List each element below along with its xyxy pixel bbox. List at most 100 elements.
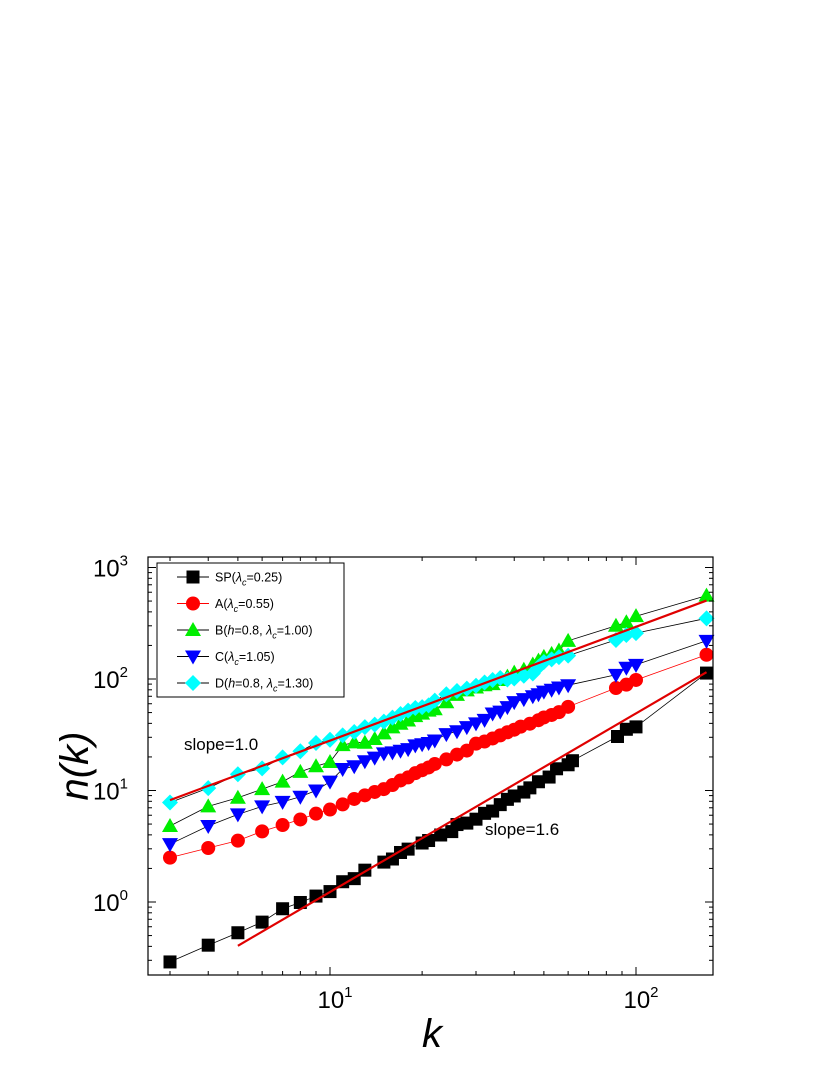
data-point-3-38 (628, 658, 644, 673)
data-point-1-39 (699, 647, 714, 662)
legend-marker-0 (186, 570, 200, 584)
data-point-3-5 (292, 790, 309, 805)
data-point-0-8 (336, 875, 350, 889)
fit-line-1 (237, 671, 708, 947)
data-point-2-11 (366, 730, 383, 745)
data-point-3-29 (515, 693, 532, 708)
data-point-3-39 (698, 634, 715, 649)
data-point-2-38 (628, 608, 644, 623)
series-3 (161, 634, 715, 853)
plot-area-frame (147, 556, 714, 976)
data-point-3-36 (607, 668, 624, 683)
data-point-3-37 (618, 661, 635, 676)
legend-label-4: D(h=0.8, λc=1.30) (215, 677, 313, 694)
series-1 (162, 647, 714, 865)
data-point-2-5 (292, 763, 309, 778)
legend-marker-4 (185, 675, 201, 691)
y-tick-label-1: 101 (93, 776, 128, 806)
legend: SP(λc=0.25) A(λc=0.55) B(h=0.8, λc=1.00) C(… (156, 562, 345, 698)
data-point-2-0 (161, 818, 178, 833)
data-point-3-7 (322, 775, 338, 790)
data-point-1-4 (275, 818, 290, 833)
legend-label-1: A(λc=0.55) (215, 597, 274, 614)
slope-annotation-1: slope=1.0 (184, 735, 258, 754)
data-point-2-6 (307, 758, 324, 773)
data-point-0-0 (163, 955, 177, 969)
legend-label-3: C(λc=1.05) (215, 650, 275, 667)
data-point-3-21 (448, 725, 465, 740)
data-point-3-10 (356, 755, 373, 770)
data-point-3-4 (274, 795, 291, 810)
data-point-0-14 (401, 842, 415, 856)
data-point-0-36 (629, 720, 643, 734)
data-point-1-38 (629, 672, 643, 687)
data-point-3-35 (560, 679, 577, 694)
data-point-0-33 (565, 754, 579, 768)
x-tick-label-0: 101 (317, 984, 352, 1014)
slope-annotation-2: slope=1.6 (485, 820, 559, 839)
data-point-2-9 (346, 734, 363, 749)
data-point-2-12 (375, 725, 392, 740)
data-point-1-20 (439, 752, 454, 767)
data-point-1-5 (293, 812, 308, 827)
data-point-2-4 (274, 773, 291, 788)
data-point-3-1 (200, 820, 217, 835)
data-point-3-22 (458, 721, 475, 736)
series-line-0 (169, 672, 707, 963)
data-point-3-34 (550, 681, 567, 696)
data-point-0-19 (450, 818, 464, 832)
data-point-3-2 (229, 808, 246, 823)
data-point-2-37 (618, 614, 635, 629)
data-point-2-13 (384, 719, 401, 734)
legend-label-2: B(h=0.8, λc=1.00) (215, 624, 313, 641)
legend-marker-2 (185, 622, 201, 636)
data-point-1-2 (230, 833, 245, 848)
data-point-2-3 (254, 781, 271, 796)
x-axis-title: k (422, 1012, 444, 1056)
data-point-1-9 (347, 791, 362, 806)
data-point-1-19 (427, 756, 442, 771)
data-point-3-20 (438, 728, 455, 743)
legend-marker-3 (185, 650, 201, 665)
legend-label-0: SP(λc=0.25) (215, 571, 282, 588)
data-point-3-6 (307, 784, 324, 799)
data-point-2-10 (356, 734, 373, 749)
data-point-3-19 (426, 734, 443, 749)
legend-marker-1 (186, 596, 200, 611)
data-point-2-1 (200, 798, 217, 813)
data-point-3-8 (334, 762, 351, 777)
data-point-0-5 (293, 895, 307, 909)
data-point-2-39 (698, 587, 715, 602)
data-point-1-35 (561, 699, 576, 714)
fit-line-0 (169, 599, 707, 802)
data-point-2-7 (322, 754, 338, 769)
fit-lines (169, 599, 708, 947)
data-point-0-29 (531, 775, 545, 789)
data-point-0-17 (434, 828, 448, 842)
data-point-0-4 (276, 902, 290, 916)
data-point-3-23 (467, 717, 484, 732)
data-point-2-2 (229, 789, 246, 804)
x-tick-label-1: 102 (623, 984, 658, 1014)
data-point-2-35 (560, 632, 577, 647)
data-point-0-2 (231, 926, 245, 940)
data-point-3-3 (254, 800, 271, 815)
y-tick-label-2: 102 (93, 664, 128, 694)
data-point-3-0 (161, 838, 178, 853)
data-point-3-24 (476, 713, 493, 728)
data-point-3-28 (506, 696, 523, 711)
data-point-3-11 (366, 751, 383, 766)
data-point-0-1 (201, 938, 215, 952)
data-point-4-39 (698, 610, 715, 627)
y-tick-label-3: 103 (93, 553, 128, 583)
data-point-2-36 (607, 617, 624, 632)
axis-ticks: 101 102 100 101 102 103 (93, 553, 713, 1014)
data-point-1-3 (255, 824, 270, 839)
data-point-1-0 (162, 850, 177, 865)
data-point-1-1 (201, 841, 216, 856)
data-point-1-8 (335, 797, 350, 812)
data-point-0-31 (550, 762, 564, 776)
data-point-0-3 (255, 915, 269, 929)
data-point-3-9 (346, 760, 363, 775)
